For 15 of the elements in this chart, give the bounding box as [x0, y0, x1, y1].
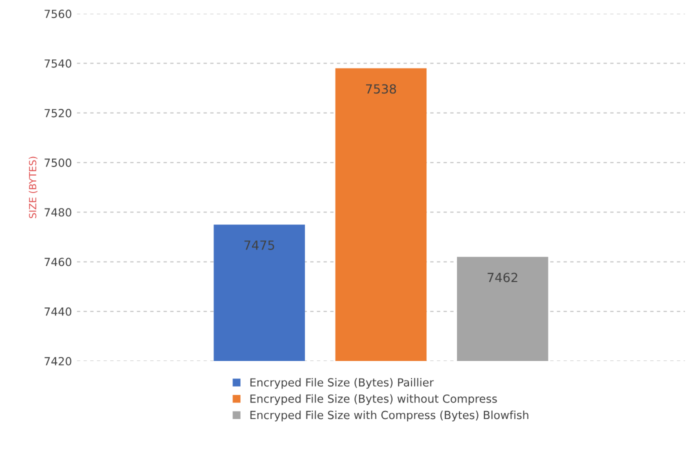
- y-tick-label: 7520: [44, 108, 72, 118]
- legend-label: Encryped File Size (Bytes) without Compress: [250, 394, 497, 406]
- data-label: 7475: [244, 240, 274, 250]
- y-tick-label: 7540: [44, 59, 72, 68]
- y-tick-label: 7500: [44, 158, 72, 167]
- y-tick-label: 7440: [44, 307, 72, 316]
- data-label: 7462: [488, 272, 518, 282]
- y-tick-label: 7420: [44, 357, 72, 366]
- y-tick-label: 7560: [44, 10, 72, 18]
- y-tick-label: 7460: [44, 258, 72, 266]
- y-tick-label: 7480: [44, 208, 72, 217]
- data-label: 7538: [366, 84, 396, 94]
- legend-label: Encryped File Size (Bytes) Paillier: [250, 378, 434, 389]
- y-axis-title: SIZE (BYTES): [28, 156, 38, 218]
- legend-label: Encryped File Size with Compress (Bytes) Blowfish: [250, 410, 528, 422]
